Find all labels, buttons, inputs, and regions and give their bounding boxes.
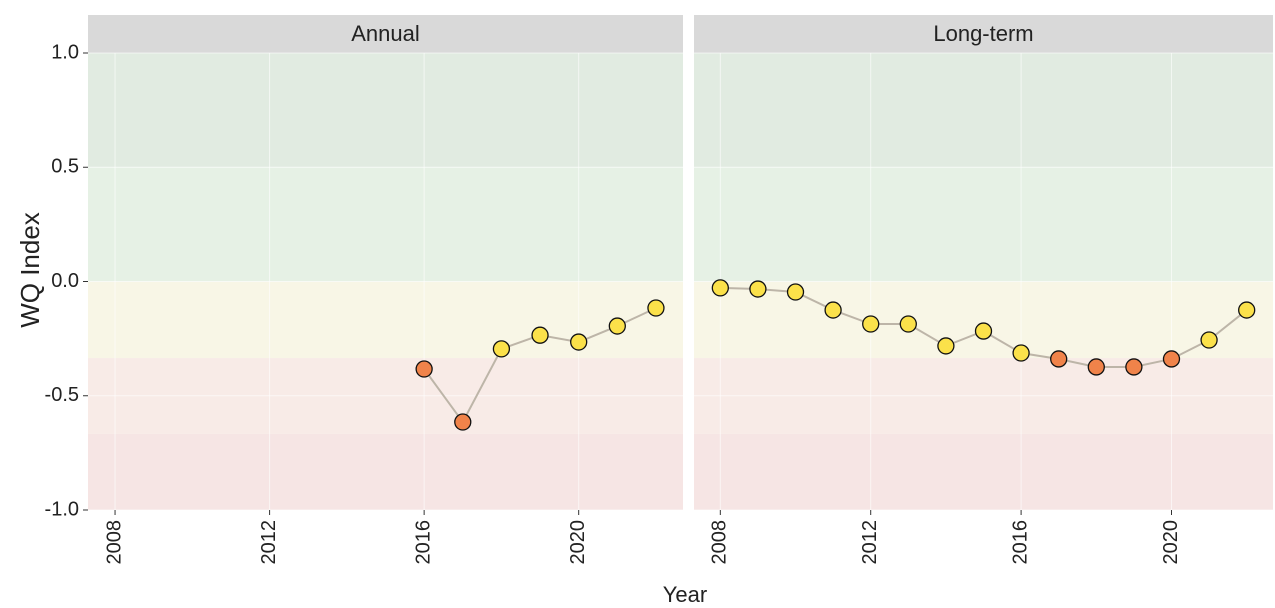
point — [786, 283, 805, 301]
band — [694, 281, 1273, 359]
point — [1087, 358, 1105, 376]
point — [1125, 358, 1143, 376]
band — [88, 53, 683, 168]
band — [694, 53, 1273, 168]
point — [1238, 301, 1256, 319]
point — [937, 337, 955, 355]
y-tick-label: -0.5 — [45, 384, 79, 406]
point — [454, 413, 472, 431]
x-tick-label: 2020 — [1160, 520, 1182, 565]
strip — [694, 15, 1273, 53]
x-tick-label: 2008 — [103, 520, 125, 565]
point — [1200, 331, 1218, 349]
point — [749, 280, 767, 298]
panel-title: Long-term — [933, 21, 1033, 46]
x-axis-label: Year — [663, 582, 707, 607]
x-tick-label: 2012 — [258, 520, 280, 565]
x-tick-label: 2008 — [709, 520, 731, 565]
band — [88, 433, 683, 510]
y-tick-label: 0.5 — [51, 156, 79, 178]
point — [824, 301, 842, 319]
band — [694, 167, 1273, 282]
x-tick-label: 2016 — [412, 520, 434, 565]
point — [899, 315, 917, 333]
x-tick-label: 2016 — [1009, 520, 1031, 565]
point — [1012, 344, 1030, 362]
point — [415, 360, 433, 378]
point — [608, 317, 626, 335]
x-tick-label: 2020 — [567, 520, 589, 565]
y-tick-label: 1.0 — [51, 41, 79, 63]
y-tick-label: 0.0 — [51, 270, 79, 292]
point — [1050, 350, 1068, 368]
point — [570, 333, 588, 351]
band — [88, 167, 683, 282]
strip — [88, 15, 683, 53]
y-tick-label: -1.0 — [45, 498, 79, 520]
y-axis-label: WQ Index — [15, 212, 45, 328]
band — [88, 281, 683, 359]
point — [1162, 350, 1181, 368]
panel-title: Annual — [351, 21, 420, 46]
point — [974, 322, 993, 340]
point — [531, 326, 549, 344]
point — [647, 299, 665, 317]
x-tick-label: 2012 — [859, 520, 881, 565]
point — [862, 315, 880, 333]
point — [711, 279, 729, 297]
band — [694, 433, 1273, 510]
point — [492, 340, 511, 358]
